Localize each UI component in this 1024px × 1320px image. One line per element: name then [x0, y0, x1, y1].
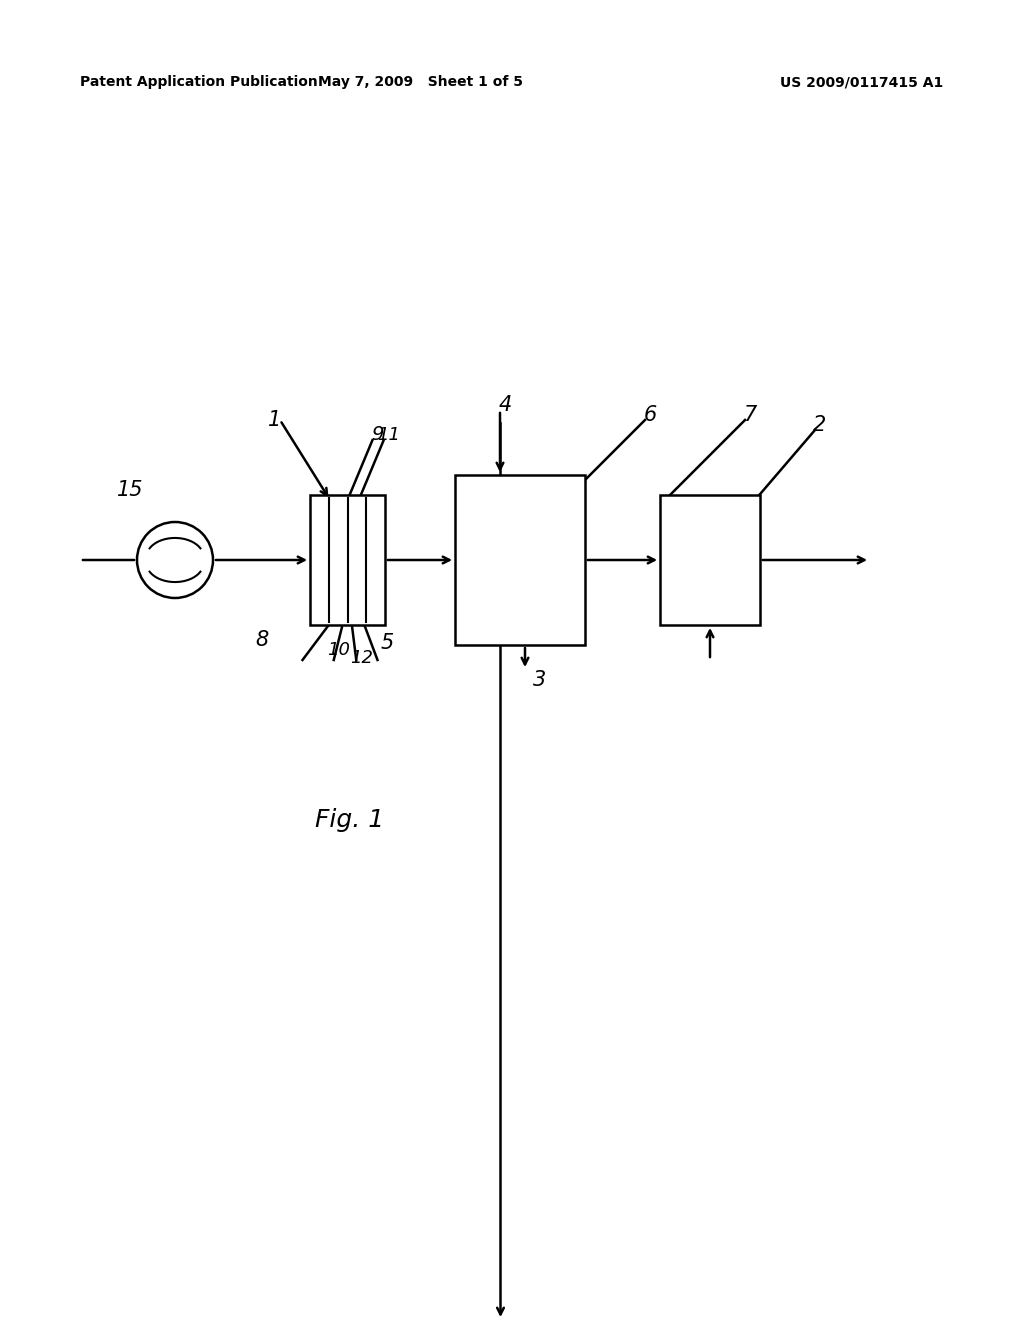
Bar [660, 495, 760, 624]
Text: Patent Application Publication: Patent Application Publication [80, 75, 317, 88]
Text: 4: 4 [499, 395, 512, 414]
Text: 9: 9 [372, 425, 384, 445]
Text: 3: 3 [534, 671, 547, 690]
Text: 8: 8 [255, 630, 268, 649]
Text: 5: 5 [381, 634, 394, 653]
Text: 11: 11 [377, 426, 400, 444]
Text: May 7, 2009   Sheet 1 of 5: May 7, 2009 Sheet 1 of 5 [317, 75, 522, 88]
Text: 10: 10 [328, 642, 350, 659]
Text: US 2009/0117415 A1: US 2009/0117415 A1 [780, 75, 943, 88]
Text: 2: 2 [813, 414, 826, 436]
Bar [455, 475, 585, 645]
Text: 6: 6 [643, 405, 656, 425]
Text: 1: 1 [268, 411, 282, 430]
Text: 12: 12 [350, 649, 373, 667]
Text: 15: 15 [117, 480, 143, 500]
Bar [310, 495, 385, 624]
Text: 7: 7 [743, 405, 757, 425]
Text: Fig. 1: Fig. 1 [315, 808, 385, 832]
